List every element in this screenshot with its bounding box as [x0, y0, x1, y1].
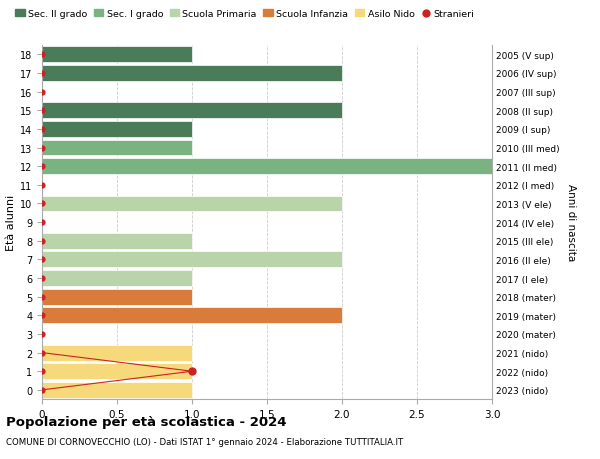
- Bar: [42, 66, 342, 82]
- Text: COMUNE DI CORNOVECCHIO (LO) - Dati ISTAT 1° gennaio 2024 - Elaborazione TUTTITAL: COMUNE DI CORNOVECCHIO (LO) - Dati ISTAT…: [6, 437, 403, 446]
- Bar: [42, 289, 192, 305]
- Bar: [42, 252, 342, 268]
- Y-axis label: Anni di nascita: Anni di nascita: [566, 184, 577, 261]
- Bar: [42, 140, 192, 156]
- Bar: [42, 382, 192, 398]
- Bar: [42, 345, 192, 361]
- Y-axis label: Età alunni: Età alunni: [6, 195, 16, 251]
- Bar: [42, 308, 342, 324]
- Bar: [42, 47, 192, 63]
- Legend: Sec. II grado, Sec. I grado, Scuola Primaria, Scuola Infanzia, Asilo Nido, Stran: Sec. II grado, Sec. I grado, Scuola Prim…: [15, 10, 475, 19]
- Bar: [42, 122, 192, 138]
- Bar: [42, 196, 342, 212]
- Bar: [42, 364, 192, 379]
- Bar: [42, 103, 342, 119]
- Bar: [42, 270, 192, 286]
- Text: Popolazione per età scolastica - 2024: Popolazione per età scolastica - 2024: [6, 415, 287, 428]
- Bar: [42, 233, 192, 249]
- Bar: [42, 159, 492, 175]
